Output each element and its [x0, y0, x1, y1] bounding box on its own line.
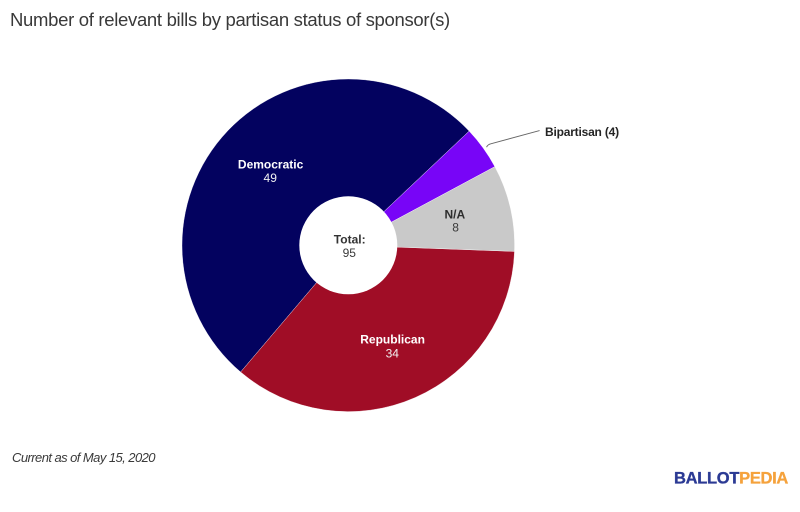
svg-text:Total:: Total:: [334, 232, 366, 246]
svg-text:8: 8: [452, 220, 459, 234]
svg-text:34: 34: [386, 346, 400, 360]
svg-text:Current as of May 15, 2020: Current as of May 15, 2020: [12, 450, 156, 465]
svg-text:Democratic: Democratic: [238, 158, 304, 172]
svg-text:Bipartisan (4): Bipartisan (4): [545, 125, 619, 139]
svg-text:BALLOTPEDIA: BALLOTPEDIA: [674, 469, 788, 487]
svg-text:N/A: N/A: [444, 208, 465, 222]
svg-text:Number of relevant bills by pa: Number of relevant bills by partisan sta…: [10, 9, 450, 30]
svg-text:49: 49: [264, 171, 278, 185]
svg-text:95: 95: [343, 246, 357, 260]
svg-text:Republican: Republican: [360, 333, 425, 347]
